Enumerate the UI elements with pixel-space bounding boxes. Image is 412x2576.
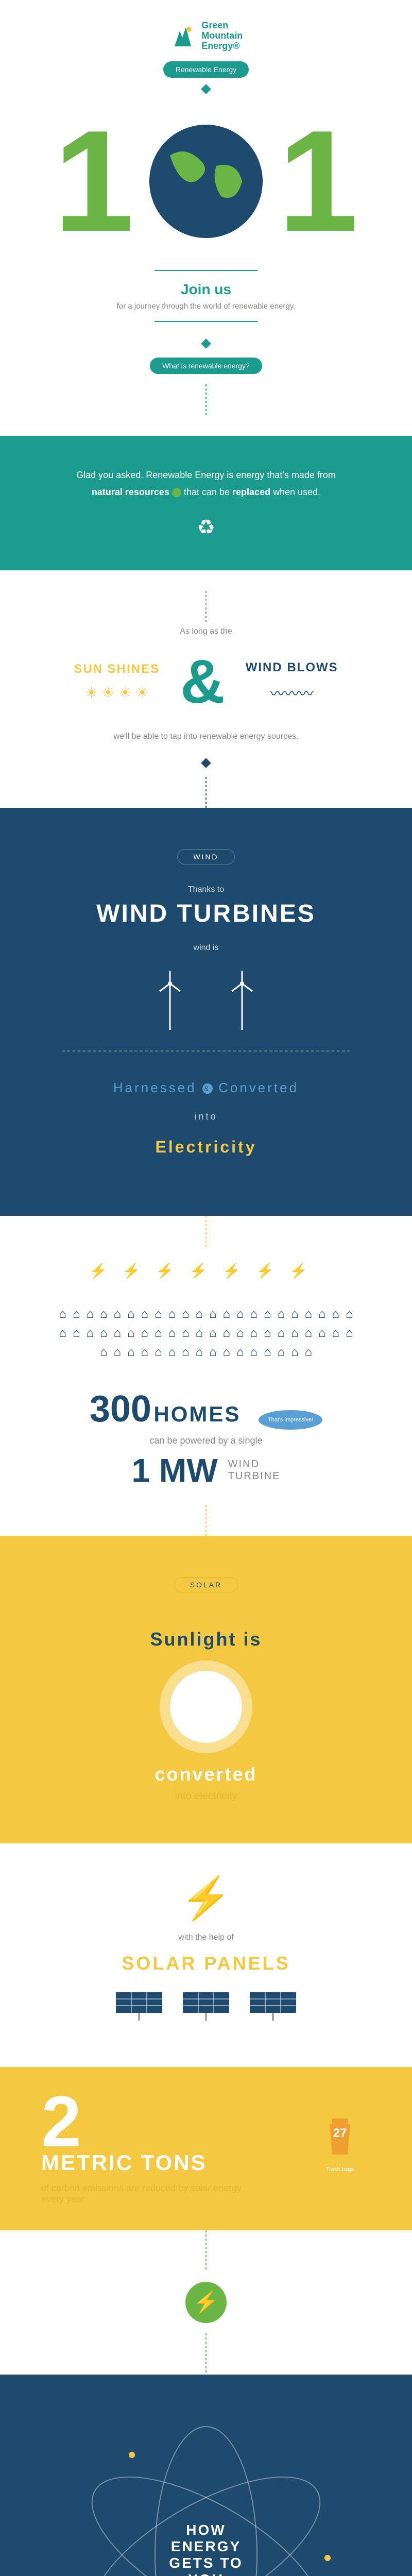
sun-icons: ☀ ☀ ☀ ☀ — [74, 684, 160, 701]
bolt-row: ⚡⚡⚡⚡⚡⚡⚡ — [0, 1247, 412, 1295]
leaf-icon — [172, 488, 181, 497]
energy-circle-icon: ⚡ — [185, 2282, 227, 2323]
wind-pill: WIND — [177, 849, 234, 865]
hero-101: 1 1 — [0, 103, 412, 260]
definition-box: Glad you asked. Renewable Energy is ener… — [0, 436, 412, 570]
bolt-icon: ⚡ — [31, 1874, 381, 1923]
logo-text: Green Mountain Energy® — [201, 21, 243, 51]
panel-icon — [247, 1990, 299, 2021]
header-pill-row: Renewable Energy — [0, 61, 412, 78]
bubble-callout: That's impressive! — [259, 1410, 322, 1430]
wind-title: WIND BLOWS — [246, 660, 338, 675]
what-pill: What is renewable energy? — [150, 358, 262, 374]
trash-callout: 27 Trash bags — [319, 2108, 360, 2173]
wind-heading: WIND TURBINES — [31, 900, 381, 928]
hero-right-1: 1 — [278, 124, 358, 239]
electricity-label: Electricity — [31, 1130, 381, 1164]
sun-icon — [170, 1671, 242, 1743]
wind-icons: 〰〰〰 — [246, 683, 338, 703]
recycle-icon: ♻ — [41, 516, 371, 539]
sun-title: SUN SHINES — [74, 662, 160, 676]
house-grid: document.write(Array(60).fill('<span cla… — [0, 1295, 412, 1372]
diamond-icon — [201, 758, 211, 768]
turbine-icon — [154, 968, 185, 1030]
panel-icon — [180, 1990, 232, 2021]
homes-stat: 300 HOMES That's impressive! can be powe… — [0, 1372, 412, 1505]
sun-wind-row: SUN SHINES ☀ ☀ ☀ ☀ & WIND BLOWS 〰〰〰 — [0, 641, 412, 722]
wind-flow-1: Harnessed & Converted — [31, 1072, 381, 1104]
globe-icon — [149, 125, 263, 238]
header-pill: Renewable Energy — [163, 61, 249, 78]
diamond-icon — [201, 84, 211, 94]
join-tagline: for a journey through the world of renew… — [0, 302, 412, 311]
metric-box: 2 METRIC TONS of carbon emissions are re… — [0, 2067, 412, 2230]
logo-icon — [169, 23, 195, 49]
join-block: Join us for a journey through the world … — [0, 270, 412, 322]
hero-left-1: 1 — [54, 124, 134, 239]
outro-text: we'll be able to tap into renewable ener… — [0, 722, 412, 752]
aslongas: As long as the — [0, 622, 412, 641]
panel-icon — [113, 1990, 165, 2021]
join-title: Join us — [0, 281, 412, 298]
ampersand: & — [180, 657, 225, 706]
atom-section: HOW ENERGY GETS TO YOU — [0, 2375, 412, 2576]
panels-block: ⚡ with the help of SOLAR PANELS — [0, 1843, 412, 2067]
logo-header: Green Mountain Energy® — [0, 0, 412, 61]
turbine-icon — [227, 968, 258, 1030]
solar-section: SOLAR Sunlight is converted into electri… — [0, 1536, 412, 1843]
wind-section: WIND Thanks to WIND TURBINES wind is Har… — [0, 808, 412, 1216]
def-line2: natural resources that can be replaced w… — [41, 484, 371, 500]
diamond-icon — [201, 338, 211, 349]
def-line1: Glad you asked. Renewable Energy is ener… — [41, 467, 371, 483]
atom-title: HOW ENERGY GETS TO YOU — [169, 2522, 243, 2576]
solar-pill: SOLAR — [174, 1577, 238, 1592]
